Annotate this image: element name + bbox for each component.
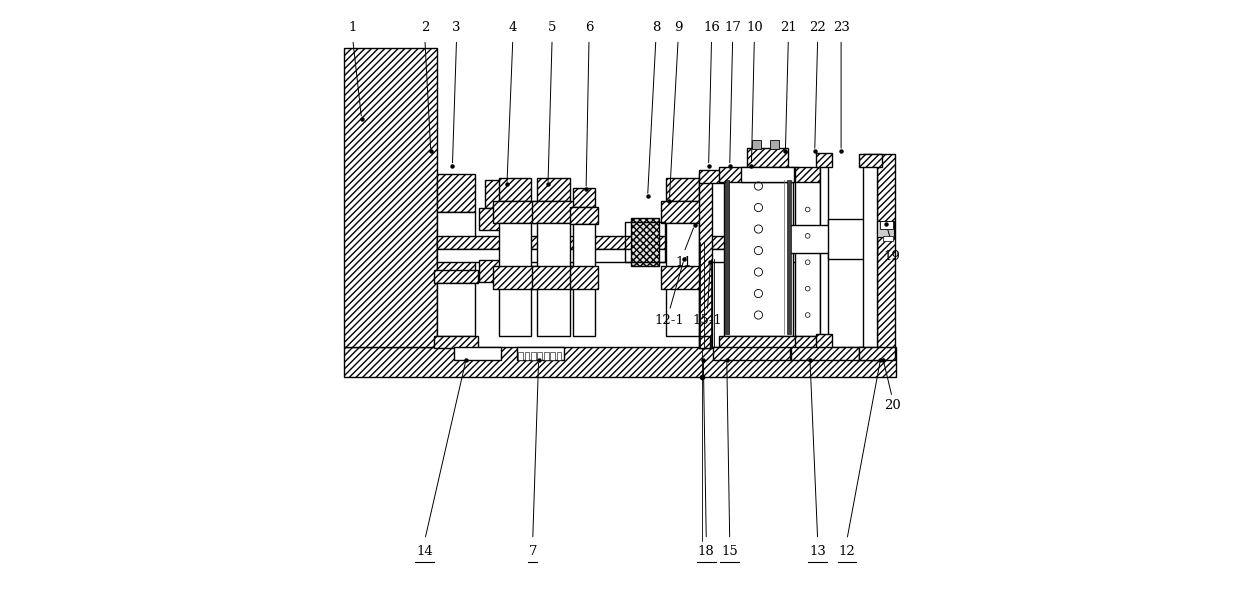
Bar [533, 266, 575, 289]
Text: 4: 4 [509, 21, 517, 34]
Bar [538, 223, 570, 336]
Text: 17: 17 [725, 21, 741, 34]
Text: 13: 13 [809, 545, 826, 558]
Text: 18: 18 [698, 545, 715, 558]
Bar [344, 48, 436, 348]
Bar [795, 178, 820, 336]
Bar [828, 220, 876, 259]
Bar [538, 352, 543, 360]
Text: 9: 9 [674, 21, 683, 34]
Bar [719, 167, 798, 182]
Text: 15-1: 15-1 [693, 315, 722, 327]
Bar [572, 224, 595, 336]
Bar [714, 348, 789, 360]
Bar [436, 174, 475, 213]
Bar [747, 148, 788, 167]
Text: 12-1: 12-1 [654, 315, 684, 327]
Text: 12: 12 [839, 545, 855, 558]
Bar [570, 207, 597, 224]
Text: 6: 6 [585, 21, 593, 34]
Bar [550, 352, 555, 360]
Bar [859, 348, 882, 360]
Bar [725, 180, 729, 335]
Bar [752, 140, 762, 149]
Bar [859, 154, 882, 167]
Bar [631, 219, 659, 266]
Bar [789, 226, 877, 253]
Bar [667, 223, 699, 336]
Bar [699, 336, 710, 349]
Bar [741, 167, 794, 182]
Bar [455, 348, 501, 360]
Text: 1: 1 [348, 21, 357, 34]
Bar [479, 260, 522, 282]
Bar [434, 270, 477, 283]
Bar [662, 201, 704, 223]
Bar [817, 335, 831, 349]
Bar [532, 352, 535, 360]
Bar [493, 201, 536, 223]
Bar [699, 170, 731, 183]
Text: 10: 10 [746, 21, 763, 34]
Bar [883, 236, 892, 240]
Bar [436, 236, 812, 249]
Text: 21: 21 [781, 21, 797, 34]
Bar [434, 336, 477, 349]
Bar [544, 352, 549, 360]
Text: 15: 15 [721, 545, 738, 558]
Bar [533, 201, 575, 223]
Bar [769, 140, 779, 149]
Text: 23: 23 [833, 21, 850, 34]
Bar [479, 209, 522, 230]
Text: 8: 8 [652, 21, 660, 34]
Bar [499, 223, 532, 336]
Text: 11: 11 [675, 256, 693, 269]
Bar [817, 153, 831, 167]
Text: 7: 7 [529, 545, 536, 558]
Bar [538, 178, 570, 201]
Bar [493, 266, 536, 289]
Text: 20: 20 [883, 399, 901, 412]
Bar [344, 348, 896, 376]
Bar [881, 221, 893, 229]
Bar [517, 348, 564, 360]
Bar [524, 352, 529, 360]
Bar [667, 178, 699, 201]
Bar [877, 154, 895, 349]
Bar [518, 352, 523, 360]
Bar [662, 266, 704, 289]
Bar [724, 178, 793, 336]
Bar [820, 163, 828, 336]
Bar [792, 348, 859, 360]
Bar [699, 174, 711, 349]
Bar [436, 213, 475, 247]
Bar [859, 348, 895, 360]
Bar [787, 180, 790, 335]
Bar [719, 336, 798, 351]
Bar [570, 266, 597, 289]
Bar [499, 178, 532, 201]
Bar [572, 188, 595, 207]
Bar [795, 167, 820, 182]
Bar [436, 283, 475, 336]
Bar [795, 336, 820, 351]
Text: 3: 3 [452, 21, 461, 34]
Bar [436, 247, 475, 271]
Bar [864, 154, 877, 349]
Bar [624, 222, 664, 262]
Text: 5: 5 [548, 21, 556, 34]
Bar [556, 352, 561, 360]
Bar [484, 180, 517, 209]
Bar [877, 221, 893, 237]
Bar [436, 249, 812, 262]
Text: 16: 16 [703, 21, 720, 34]
Text: 22: 22 [809, 21, 826, 34]
Text: 2: 2 [421, 21, 429, 34]
Text: 14: 14 [416, 545, 434, 558]
Text: 19: 19 [883, 250, 901, 263]
